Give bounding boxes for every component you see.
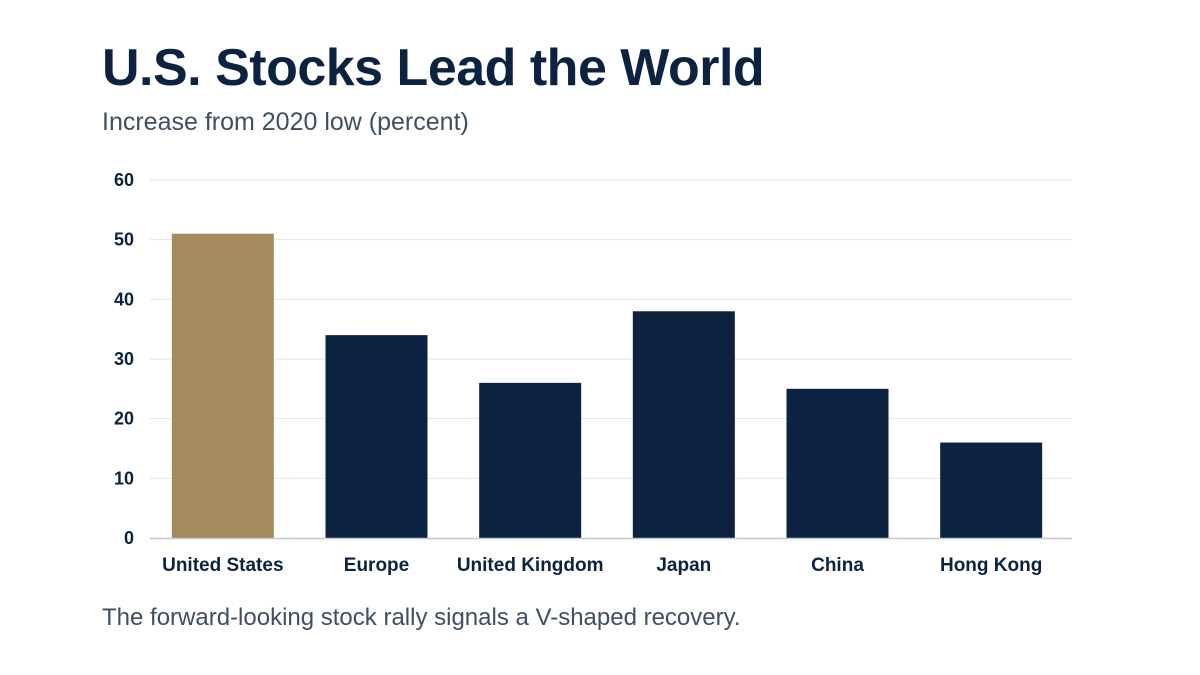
x-tick-label: United States [162, 555, 283, 576]
x-tick-label: Japan [656, 555, 711, 576]
y-tick-label: 60 [114, 170, 134, 190]
chart-footnote: The forward-looking stock rally signals … [102, 604, 741, 631]
y-tick-label: 40 [114, 289, 134, 309]
x-tick-label: United Kingdom [457, 555, 604, 576]
bar-united-kingdom [479, 382, 582, 538]
y-tick-label: 0 [124, 528, 134, 548]
x-axis-labels: United States Europe United Kingdom Japan Ch… [162, 555, 1042, 576]
y-axis-ticks: 0 10 20 30 40 50 60 [114, 170, 134, 548]
y-tick-label: 50 [114, 230, 134, 250]
bar-united-states [171, 233, 274, 538]
bar-japan [632, 311, 735, 538]
y-tick-label: 20 [114, 409, 134, 429]
y-tick-label: 10 [114, 468, 134, 488]
bar-china [786, 388, 889, 538]
x-tick-label: Europe [344, 555, 409, 576]
bars [171, 233, 1043, 538]
bar-hong-kong [940, 442, 1043, 538]
gridlines [150, 179, 1072, 479]
y-tick-label: 30 [114, 349, 134, 369]
x-tick-label: China [811, 555, 864, 576]
bar-europe [325, 335, 428, 538]
x-tick-label: Hong Kong [940, 555, 1042, 576]
chart-title: U.S. Stocks Lead the World [102, 39, 765, 97]
chart-subtitle: Increase from 2020 low (percent) [102, 108, 469, 136]
